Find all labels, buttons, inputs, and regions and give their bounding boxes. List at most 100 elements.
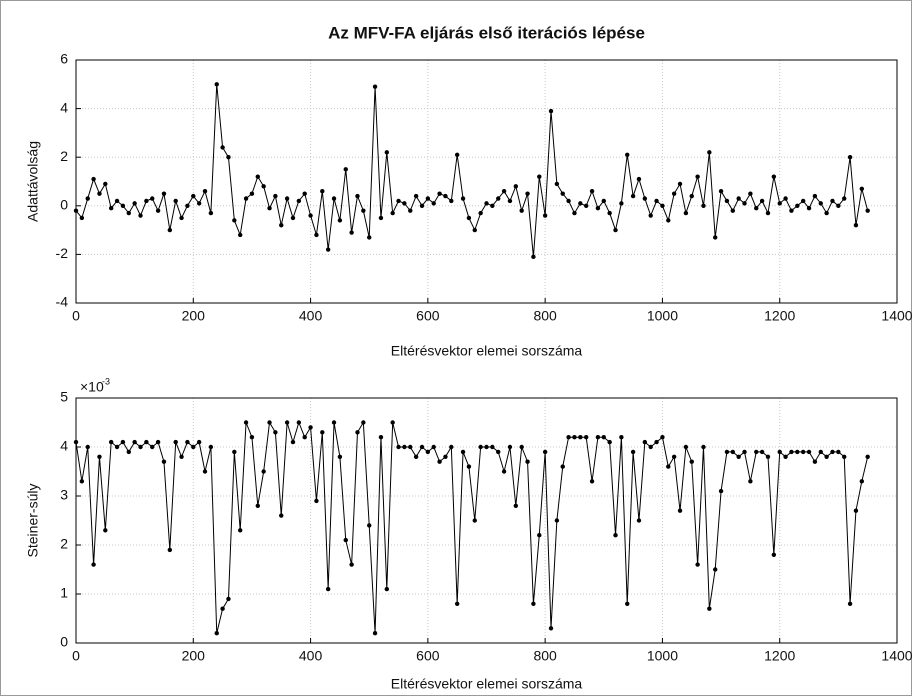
y-tick-label: 0 — [60, 634, 68, 650]
y-tick-label: 4 — [60, 438, 68, 454]
data-point — [267, 420, 272, 425]
data-point — [795, 449, 800, 455]
data-point — [396, 198, 401, 204]
data-point — [91, 176, 96, 182]
data-point — [425, 196, 431, 201]
x-tick-label: 1400 — [881, 648, 912, 664]
data-point — [161, 459, 167, 464]
data-point — [208, 210, 214, 216]
data-point — [126, 210, 131, 216]
data-point — [325, 586, 331, 592]
data-point — [531, 601, 536, 606]
data-point — [384, 150, 390, 155]
data-point — [636, 518, 642, 523]
data-point — [425, 449, 431, 455]
data-point — [578, 201, 583, 206]
data-point — [501, 189, 507, 194]
data-point — [671, 191, 677, 196]
data-point — [701, 444, 706, 450]
data-point — [531, 254, 536, 260]
data-point — [460, 196, 466, 201]
data-point — [795, 203, 800, 208]
data-point — [777, 201, 782, 206]
data-point — [496, 449, 501, 455]
data-point — [413, 193, 419, 199]
data-point — [85, 444, 90, 450]
x-tick-label: 600 — [416, 308, 440, 324]
axes-box — [75, 397, 898, 644]
data-point — [279, 513, 284, 518]
data-point — [695, 562, 700, 567]
data-point — [232, 449, 237, 455]
data-point — [542, 213, 548, 218]
data-point — [589, 189, 595, 194]
data-point — [548, 626, 554, 631]
data-point — [449, 444, 454, 450]
data-point — [519, 444, 524, 450]
data-point — [560, 464, 565, 469]
data-point — [150, 196, 155, 201]
data-point — [683, 444, 689, 450]
data-point — [390, 420, 395, 425]
data-point — [413, 454, 419, 459]
data-point — [513, 503, 519, 508]
data-point — [630, 193, 636, 199]
axes-box — [75, 59, 898, 304]
data-point — [419, 444, 425, 450]
data-point — [402, 201, 407, 206]
data-point — [85, 196, 90, 201]
data-point — [625, 601, 630, 606]
data-point — [320, 430, 325, 435]
x-tick-label: 200 — [182, 648, 206, 664]
data-point — [583, 203, 589, 208]
data-point — [783, 454, 788, 459]
data-point — [220, 606, 225, 611]
data-point — [548, 108, 554, 114]
data-point — [449, 198, 454, 204]
data-point — [842, 196, 847, 201]
data-point — [343, 537, 348, 543]
data-point — [789, 449, 794, 455]
data-point — [378, 435, 384, 440]
data-point — [484, 201, 489, 206]
data-point — [724, 198, 730, 204]
data-point — [713, 235, 718, 240]
data-point — [754, 206, 759, 211]
data-point — [349, 562, 354, 567]
data-point — [765, 454, 771, 459]
data-point — [818, 201, 823, 206]
data-point — [847, 155, 853, 160]
data-point — [284, 196, 290, 201]
data-point — [613, 227, 618, 233]
data-point — [466, 215, 472, 221]
x-tick-label: 600 — [416, 648, 440, 664]
data-point — [642, 439, 648, 445]
data-point — [513, 184, 519, 189]
data-point — [601, 198, 606, 204]
x-tick-label: 1400 — [881, 308, 912, 324]
y-scale-label: ×10 — [80, 379, 104, 395]
data-point — [255, 174, 260, 179]
data-point — [865, 454, 870, 459]
data-point — [79, 479, 85, 484]
data-point — [789, 208, 794, 213]
data-point — [847, 601, 853, 606]
data-point — [689, 459, 694, 464]
data-point — [478, 444, 483, 450]
data-point — [677, 508, 683, 513]
data-point — [443, 454, 448, 459]
data-point — [619, 435, 624, 440]
data-point — [654, 198, 659, 204]
x-tick-label: 0 — [72, 308, 80, 324]
data-point — [337, 454, 343, 459]
data-point — [666, 218, 671, 223]
data-point — [349, 230, 354, 235]
data-point — [284, 420, 290, 425]
data-point — [824, 454, 829, 459]
data-point — [519, 208, 524, 213]
data-point — [238, 528, 243, 533]
data-point — [648, 213, 653, 218]
data-point — [308, 213, 313, 218]
data-point — [713, 567, 718, 572]
